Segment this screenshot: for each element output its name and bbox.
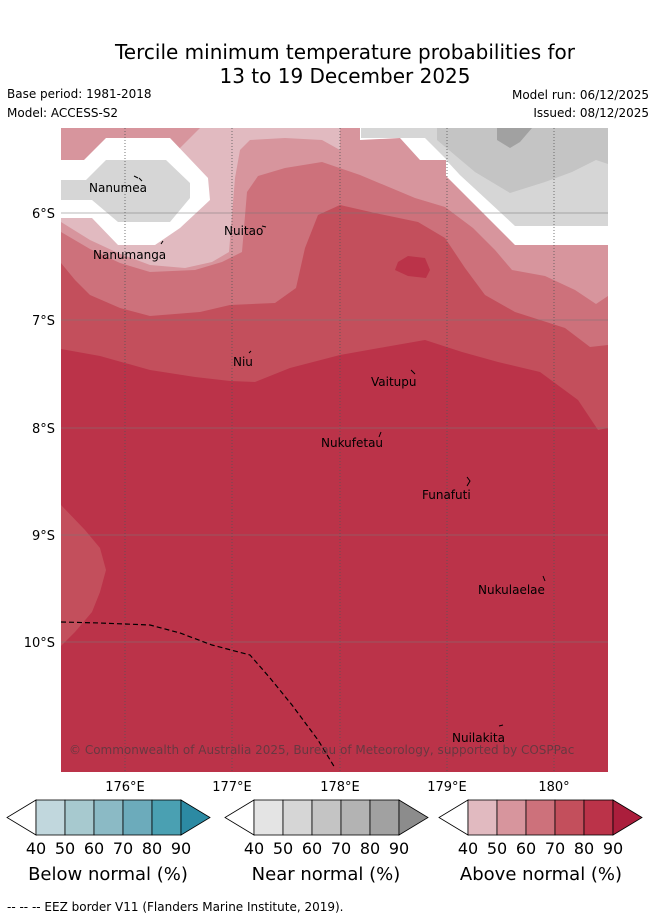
lat-tick-label: 6°S [32,207,55,222]
place-label: Funafuti [422,488,471,502]
nanumea-island [133,175,143,182]
region-near-80 [497,128,532,148]
shaded-regions [61,128,608,772]
region-near-nanumea [61,160,190,222]
colorbar-near [224,799,429,836]
lat-tick-label: 9°S [32,529,55,544]
colorbar-title-above: Above normal (%) [460,864,622,885]
place-label: Nanumea [89,181,147,195]
title-line-2: 13 to 19 December 2025 [219,64,471,88]
issued-date: Issued: 08/12/2025 [533,106,649,120]
cb-tick: 80 [574,839,594,858]
lat-tick-label: 8°S [32,422,55,437]
lon-tick-label: 176°E [105,780,145,795]
region-near-50-band [446,140,608,225]
cb-tick: 90 [171,839,191,858]
eez-border [60,621,336,769]
nuilakita-island [498,724,504,727]
colorbar-above [438,799,643,836]
colorbar-title-below: Below normal (%) [28,864,188,885]
region-near-60-core [437,128,608,193]
place-label: Vaitupu [371,375,417,389]
model-run: Model run: 06/12/2025 [511,88,649,102]
cb-tick: 40 [26,839,46,858]
longitude-axis: 176°E 177°E 178°E 179°E 180° [105,780,569,795]
colorbar-ticks: 40 50 60 70 80 90 40 50 60 70 80 90 40 5… [26,839,623,858]
cb-tick: 50 [55,839,75,858]
title-line-1: Tercile minimum temperature probabilitie… [114,40,576,64]
lon-tick-label: 177°E [212,780,252,795]
cb-tick: 90 [389,839,409,858]
cb-tick: 70 [545,839,565,858]
lon-tick-label: 180° [538,780,569,795]
cb-tick: 50 [273,839,293,858]
latitude-lines [61,212,608,643]
cb-tick: 70 [113,839,133,858]
region-above-80-blob [395,256,430,278]
model-name: Model: ACCESS-S2 [7,106,119,120]
colorbar-below [6,799,211,836]
island-shapes [133,175,546,727]
funafuti-island [466,476,471,487]
cb-tick: 80 [360,839,380,858]
region-above-70-sw [61,505,106,646]
niu-island [248,350,252,354]
eez-footnote: -- -- -- EEZ border V11 (Flanders Marine… [7,900,344,914]
nukufetau-island [378,431,382,438]
cb-tick: 60 [302,839,322,858]
latitude-axis: 6°S 7°S 8°S 9°S 10°S [24,207,55,651]
place-label: Nukulaelae [478,583,545,597]
lat-tick-label: 7°S [32,314,55,329]
nanumanga-island [160,240,164,245]
cb-tick: 40 [244,839,264,858]
region-above-40 [61,128,608,268]
copyright-credit: © Commonwealth of Australia 2025, Bureau… [69,743,574,757]
map-title: Tercile minimum temperature probabilitie… [0,40,655,88]
lon-tick-label: 179°E [427,780,467,795]
colorbar-title-near: Near normal (%) [252,864,401,885]
place-labels: Nanumea Nuitao Nanumanga Niu Vaitupu Nuk… [89,181,545,745]
cb-tick: 50 [487,839,507,858]
place-label: Nuilakita [452,731,505,745]
place-label: Nuitao [224,224,263,238]
place-label: Nanumanga [93,248,166,262]
cb-tick: 60 [516,839,536,858]
nukulaelae-island [542,575,546,582]
graticule [124,128,555,772]
cb-tick: 60 [84,839,104,858]
cb-tick: 90 [603,839,623,858]
lat-tick-label: 10°S [24,636,55,651]
place-label: Niu [233,355,253,369]
cb-tick: 70 [331,839,351,858]
nuitao-island [261,225,267,228]
place-label: Nukufetau [321,436,383,450]
colorbar-titles: Below normal (%) Near normal (%) Above n… [28,864,622,885]
base-period: Base period: 1981-2018 [7,87,152,101]
vaitupu-island [410,369,416,375]
cb-tick: 80 [142,839,162,858]
lon-tick-label: 178°E [320,780,360,795]
cb-tick: 40 [458,839,478,858]
